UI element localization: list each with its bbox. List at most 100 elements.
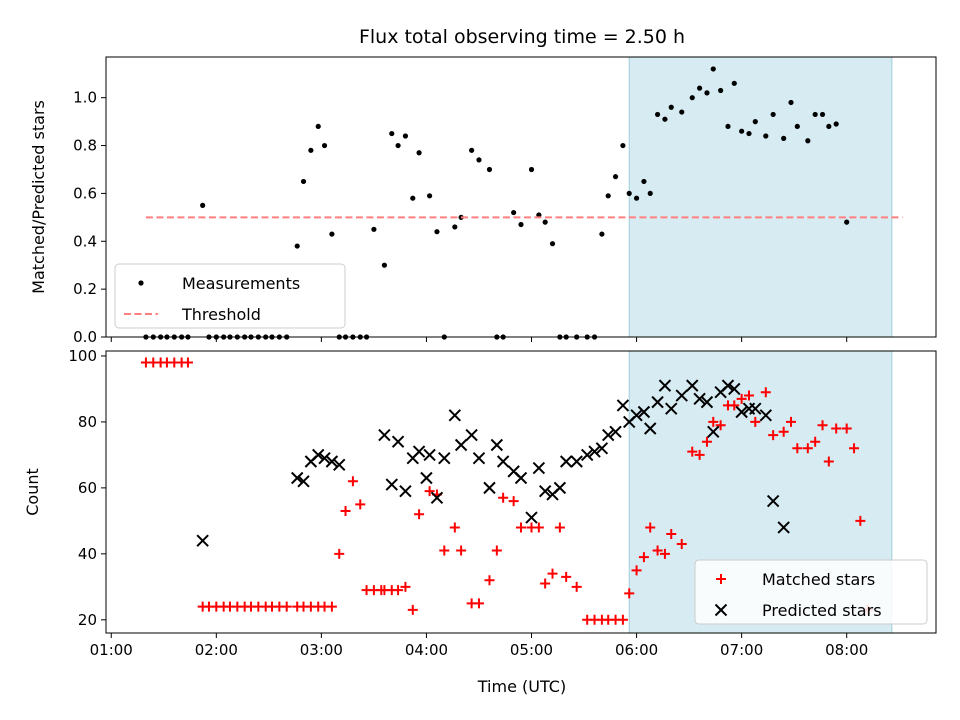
predicted-star-point [420,471,433,485]
measurement-point [725,123,731,130]
measurement-point [434,229,440,235]
matched-star-point [831,423,842,434]
y-tick-label: 100 [68,347,97,365]
measurement-point [746,130,752,137]
predicted-star-point [651,395,664,409]
legend-box [694,559,928,625]
matched-star-point [666,529,677,540]
predicted-star-point [707,425,720,439]
x-tick-label: 06:00 [615,641,658,659]
predicted-star-point [538,484,552,498]
predicted-star-point [532,461,546,475]
predicted-star-point [609,425,622,439]
predicted-star-point [423,448,436,462]
legend-marker-plus [716,574,726,584]
matched-star-point [750,416,761,427]
predicted-star-point [438,451,451,465]
matched-star-point [743,390,754,401]
y-tick-label: 40 [78,545,97,563]
measurement-point [200,202,206,208]
matched-star-point [334,548,345,559]
matched-star-point [571,581,582,592]
matched-star-point [347,476,358,487]
matched-star-point [547,568,558,579]
observing-span-0 [628,56,893,338]
predicted-star-point [700,395,714,409]
predicted-star-point [735,405,748,419]
measurement-point [689,95,695,101]
legend-label: Measurements [182,274,300,293]
legend-box [114,263,346,329]
x-axis-label: Time (UTC) [477,677,566,696]
matched-star-point [849,443,860,454]
matched-star-point [456,545,467,556]
predicted-star-point [644,422,657,435]
predicted-star-point [454,438,468,452]
measurement-point [805,138,811,144]
measurement-point [294,243,300,249]
predicted-star-point [490,438,504,452]
matched-star-point [659,548,670,559]
legend-label: Predicted stars [762,601,882,620]
measurement-point [679,109,685,115]
measurement-point [395,142,401,149]
x-tick-label: 01:00 [90,641,133,659]
matched-star-point [281,601,292,612]
matched-star-point [407,604,418,615]
measurement-point [620,142,626,149]
y-axis-label: Matched/Predicted stars [29,100,48,294]
matched-star-point [786,416,797,427]
measurement-point [794,123,800,130]
y-tick-label: 0.8 [73,137,97,155]
predicted-star-point [318,451,331,465]
measurement-point [770,111,776,118]
measurement-point [788,99,794,106]
measurement-point [528,166,535,173]
measurement-point [469,147,475,153]
matched-star-point [768,430,779,441]
measurement-point [662,116,668,122]
matched-star-point [715,420,726,431]
matched-star-point [540,578,551,589]
legend-0: Measurements Threshold [114,263,346,329]
measurement-point [315,123,321,130]
y-tick-label: 80 [78,413,97,431]
legend-label: Matched stars [762,570,875,589]
predicted-star-point [588,445,601,458]
matched-star-point [841,423,852,434]
series-1-0 [140,357,873,625]
legend-marker-dot [138,280,144,286]
matched-star-point [617,614,628,625]
measurement-point [476,157,482,163]
measurement-point [633,195,640,201]
legend-1: Matched stars Predicted stars [694,559,928,625]
measurement-point [833,121,839,127]
measurement-point [329,231,335,237]
measurement-point [612,174,619,180]
measurement-point [752,119,758,125]
chart-title: Flux total observing time = 2.50 h [359,26,685,48]
measurement-point [426,193,433,199]
matched-star-point [687,446,698,457]
predicted-star-point [570,455,583,468]
predicted-star-point [777,521,790,534]
y-tick-label: 0.0 [73,328,97,346]
matched-star-point [449,522,460,533]
matched-star-point [694,449,705,460]
matched-star-point [792,443,803,454]
matched-star-point [516,522,526,533]
matched-star-point [729,400,740,411]
predicted-star-point [616,399,630,412]
matched-star-point [182,357,193,368]
measurement-point [536,212,542,218]
predicted-star-point [630,409,643,422]
predicted-star-point [514,471,528,485]
predicted-star-point [728,382,741,396]
measurement-point [511,209,517,216]
legend-label: Threshold [181,305,261,324]
measurement-point [321,142,328,149]
y-tick-label: 0.6 [73,184,97,202]
predicted-star-point [749,402,762,415]
matched-star-point [676,538,687,549]
matched-star-point [424,486,435,497]
